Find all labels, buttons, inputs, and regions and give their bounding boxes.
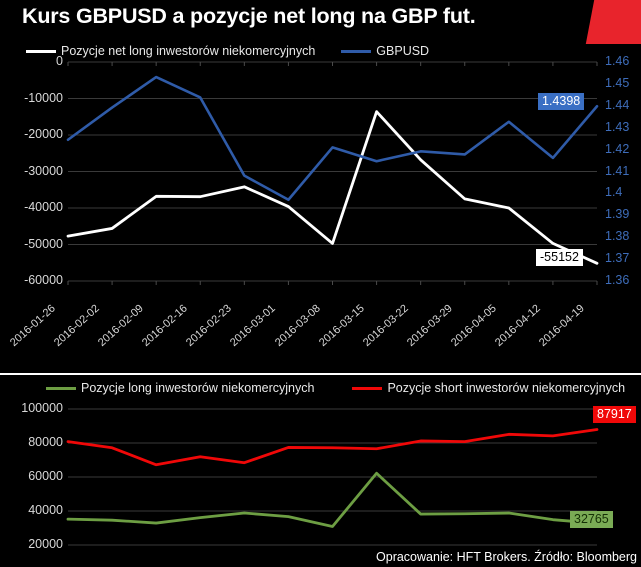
bottom-chart-legend: Pozycje long inwestorów niekomercyjnych … [46,381,641,395]
legend-label-gbpusd: GBPUSD [376,44,430,58]
legend-item-gbpusd: GBPUSD [341,44,429,58]
bottom-left-tick-1: 80000 [28,435,63,449]
callout-short-value: 87917 [593,406,636,424]
top-right-tick-8: 1.38 [605,229,630,244]
legend-swatch-long [46,386,76,390]
top-right-tick-1: 1.45 [605,75,630,90]
top-left-tick-4: -40000 [24,200,63,214]
top-chart-plot [66,61,599,285]
bottom-chart-plot [66,408,599,546]
brand-corner-accent [585,0,641,44]
callout-long-value: 32765 [570,511,613,529]
bottom-left-tick-2: 60000 [28,469,63,483]
legend-swatch-gbpusd [341,49,372,53]
top-right-tick-9: 1.37 [605,251,630,266]
source-note: Opracowanie: HFT Brokers. Źródło: Bloomb… [376,550,637,564]
top-right-tick-4: 1.42 [605,141,630,156]
legend-swatch-net-long [26,49,56,53]
top-right-tick-7: 1.39 [605,207,630,222]
legend-label-long: Pozycje long inwestorów niekomercyjnych [81,381,315,395]
bottom-chart-panel: Pozycje long inwestorów niekomercyjnych … [0,375,641,567]
top-right-tick-2: 1.44 [605,97,630,112]
top-left-tick-2: -20000 [24,127,63,141]
top-left-tick-1: -10000 [24,90,63,105]
callout-net-long-value: -55152 [536,249,583,267]
legend-item-net-long: Pozycje net long inwestorów niekomercyjn… [26,44,315,58]
top-right-tick-0: 1.46 [605,54,630,68]
page-title: Kurs GBPUSD a pozycje net long na GBP fu… [22,4,476,28]
top-left-tick-6: -60000 [24,273,63,287]
top-left-tick-3: -30000 [24,163,63,178]
top-left-tick-5: -50000 [24,236,63,251]
top-right-tick-5: 1.41 [605,163,630,178]
top-chart-panel: Kurs GBPUSD a pozycje net long na GBP fu… [7,0,641,349]
top-left-tick-0: 0 [56,54,63,68]
bottom-left-tick-3: 40000 [28,503,63,517]
legend-swatch-short [352,386,383,390]
legend-label-net-long: Pozycje net long inwestorów niekomercyjn… [61,44,316,58]
legend-item-short: Pozycje short inwestorów niekomercyjnych [352,381,625,395]
callout-gbpusd-value: 1.4398 [538,93,585,111]
bottom-left-tick-4: 20000 [28,537,63,551]
bottom-left-tick-0: 100000 [21,401,63,415]
top-chart-legend: Pozycje net long inwestorów niekomercyjn… [26,44,455,58]
top-right-tick-10: 1.36 [605,273,630,287]
legend-label-short: Pozycje short inwestorów niekomercyjnych [387,381,626,395]
legend-item-long: Pozycje long inwestorów niekomercyjnych [46,381,314,395]
panel-divider [0,373,641,375]
top-right-tick-6: 1.4 [605,185,623,200]
top-right-tick-3: 1.43 [605,119,630,134]
